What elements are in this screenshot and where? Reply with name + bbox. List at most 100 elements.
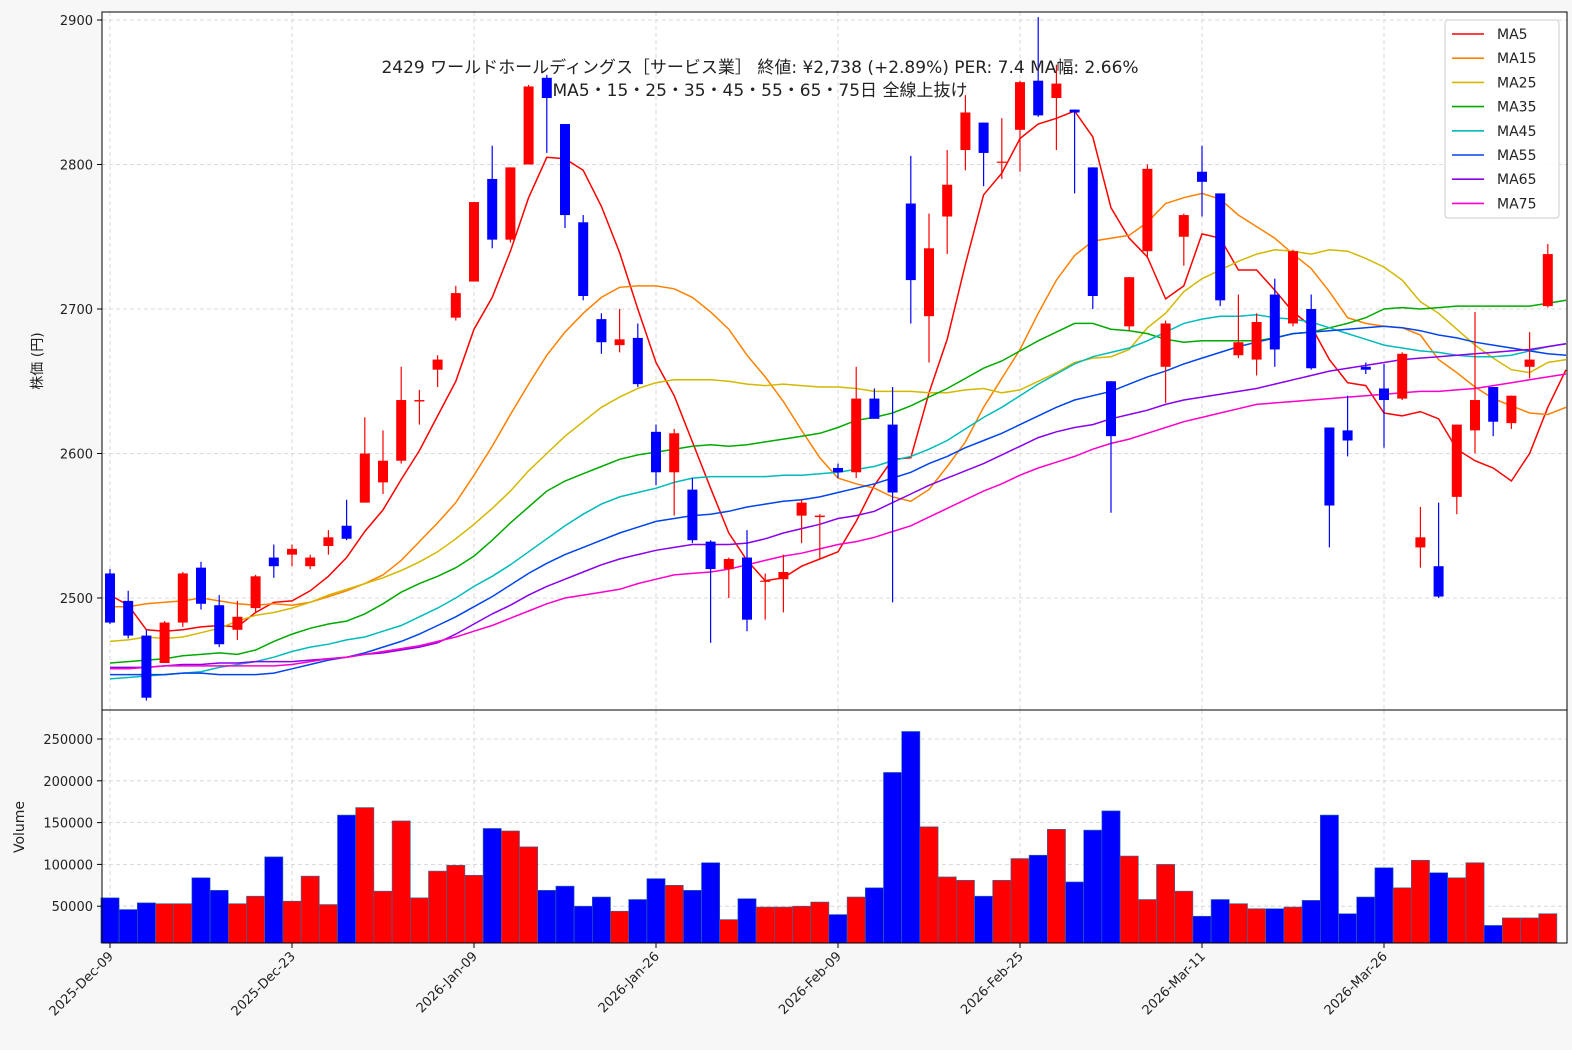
candle-body-up xyxy=(177,573,188,623)
volume-bar xyxy=(719,919,739,944)
candle-body-down xyxy=(541,77,552,99)
candle xyxy=(778,554,789,613)
candle xyxy=(232,600,243,640)
ma-line-ma15 xyxy=(110,192,1567,608)
candle-body-up xyxy=(723,558,734,570)
volume-bar xyxy=(500,830,520,944)
candle xyxy=(614,309,625,353)
candle xyxy=(396,366,407,464)
candle xyxy=(432,355,443,388)
candle-body-down xyxy=(1106,381,1116,437)
candle xyxy=(505,167,516,243)
volume-bar xyxy=(246,895,266,944)
candle xyxy=(1033,17,1044,117)
candle xyxy=(814,514,825,559)
volume-bar xyxy=(1210,899,1230,944)
volume-bar xyxy=(173,903,193,944)
volume-bar xyxy=(409,897,429,944)
volume-bar xyxy=(1028,854,1048,944)
candle xyxy=(523,85,534,165)
candle-body-down xyxy=(1269,294,1280,350)
volume-bar xyxy=(1229,903,1248,944)
candle-body-up xyxy=(960,112,971,151)
candle-body-up xyxy=(432,359,443,370)
candle-body-down xyxy=(341,525,352,539)
volume-bar xyxy=(228,903,247,944)
candle-body-down xyxy=(905,203,916,281)
volume-bar xyxy=(974,895,994,944)
volume-bar xyxy=(701,862,721,944)
candle-body-up xyxy=(851,398,862,473)
candle-body-down xyxy=(869,398,880,419)
candle-body-down xyxy=(1379,388,1389,401)
candle xyxy=(869,388,880,419)
candle-body-up xyxy=(414,400,425,402)
candle-body-up xyxy=(778,571,789,580)
candle xyxy=(1306,294,1317,370)
candle xyxy=(268,544,279,578)
volume-bar xyxy=(391,820,411,944)
candle-body-down xyxy=(705,541,716,570)
candle-body-up xyxy=(1451,424,1462,497)
volume-bar xyxy=(1502,917,1521,944)
candle-body-up xyxy=(1124,277,1135,327)
volume-y-tick-label: 250000 xyxy=(43,733,93,748)
candle-body-up xyxy=(1506,395,1517,424)
volume-y-axis-label: Volume xyxy=(12,801,28,853)
candle-body-up xyxy=(924,248,934,317)
candle xyxy=(632,323,643,388)
candle xyxy=(924,213,934,363)
candle-body-up xyxy=(450,293,461,318)
volume-bar xyxy=(464,874,484,944)
candle-body-down xyxy=(833,467,843,473)
candle-body-up xyxy=(814,515,825,518)
candle-body-down xyxy=(1306,309,1317,369)
candle xyxy=(796,499,807,544)
candle-body-up xyxy=(1178,215,1189,237)
candle-body-up xyxy=(232,616,243,630)
candle xyxy=(1397,352,1408,401)
legend-label-ma65: MA65 xyxy=(1497,172,1536,188)
candle xyxy=(1269,278,1280,367)
price-panel: 2500 2600 2700 2800 2900 株価 (円) 2429 ワールドホール… xyxy=(30,11,1568,711)
candle xyxy=(1360,362,1371,375)
volume-bar xyxy=(100,897,120,944)
volume-bar xyxy=(1156,864,1176,944)
candle-body-up xyxy=(1051,83,1062,99)
volume-bar xyxy=(1356,896,1376,944)
volume-bar xyxy=(1010,858,1030,944)
volume-bar xyxy=(300,875,320,944)
candlesticks xyxy=(105,17,1553,701)
legend-label-ma15: MA15 xyxy=(1497,51,1536,67)
candle xyxy=(1087,167,1098,309)
candle-body-up xyxy=(359,453,370,503)
volume-bar xyxy=(610,910,630,944)
candle-body-down xyxy=(687,489,698,541)
legend: MA5 MA15 MA25 MA35 MA45 MA55 MA65 MA75 xyxy=(1444,19,1560,219)
candle-body-up xyxy=(250,576,261,609)
volume-bar xyxy=(1065,881,1085,944)
candle-body-up xyxy=(396,400,407,461)
volume-bar xyxy=(446,864,466,944)
ma-line-ma5 xyxy=(109,110,1567,632)
candle-body-up xyxy=(996,161,1007,163)
volume-bar xyxy=(264,856,284,944)
candle xyxy=(1124,277,1135,331)
candle xyxy=(1415,506,1426,568)
volume-bar xyxy=(519,846,539,944)
price-y-ticks: 2500 2600 2700 2800 2900 xyxy=(60,14,102,607)
candle-body-down xyxy=(1087,167,1098,296)
candle xyxy=(1215,193,1226,307)
volume-bar xyxy=(573,905,593,944)
candle-body-up xyxy=(1015,82,1025,130)
candle xyxy=(287,544,297,567)
candle xyxy=(341,499,352,541)
candle-body-up xyxy=(378,460,388,483)
candle xyxy=(541,74,552,153)
volume-bar xyxy=(919,826,939,944)
price-y-tick-label: 2700 xyxy=(60,303,93,318)
volume-bar xyxy=(1538,913,1558,944)
volume-y-tick-label: 100000 xyxy=(43,858,93,873)
candle-body-up xyxy=(614,339,625,346)
candle xyxy=(651,424,661,486)
